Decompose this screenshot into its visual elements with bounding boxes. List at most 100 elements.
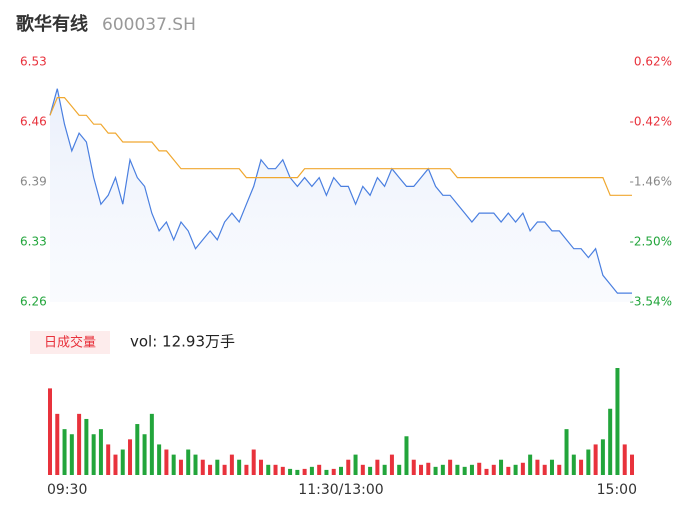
volume-bar bbox=[62, 429, 67, 475]
price-line bbox=[49, 88, 632, 294]
volume-bar bbox=[491, 464, 496, 475]
volume-bar bbox=[586, 449, 591, 475]
average-line bbox=[49, 97, 632, 196]
volume-bar bbox=[440, 464, 445, 475]
volume-bar bbox=[120, 449, 125, 475]
volume-bar bbox=[171, 454, 176, 475]
volume-bar bbox=[128, 439, 133, 475]
volume-bar bbox=[462, 466, 467, 475]
volume-bar bbox=[77, 413, 82, 475]
y-tick-label: 6.46 bbox=[20, 115, 47, 129]
stock-code: 600037.SH bbox=[102, 15, 196, 35]
volume-bar bbox=[295, 469, 300, 475]
volume-bar bbox=[142, 434, 147, 475]
volume-bar bbox=[375, 459, 380, 475]
volume-bar bbox=[571, 454, 576, 475]
volume-bar bbox=[266, 464, 271, 475]
volume-bar bbox=[200, 459, 205, 475]
volume-bar bbox=[477, 462, 482, 475]
volume-bar bbox=[353, 454, 358, 475]
volume-bar bbox=[186, 449, 191, 475]
volume-bar bbox=[91, 434, 96, 475]
volume-bar bbox=[106, 444, 111, 475]
volume-bar bbox=[55, 413, 60, 475]
volume-bar bbox=[237, 459, 242, 475]
y2-tick-label: 0.62% bbox=[634, 55, 672, 69]
volume-bar bbox=[288, 468, 293, 475]
volume-bar bbox=[193, 454, 198, 475]
volume-bar bbox=[324, 469, 329, 475]
volume-bar bbox=[579, 459, 584, 475]
volume-bar bbox=[280, 466, 285, 475]
volume-bar bbox=[244, 464, 249, 475]
y2-tick-label: -1.46% bbox=[630, 175, 672, 189]
volume-bar bbox=[273, 464, 278, 475]
volume-bar bbox=[455, 464, 460, 475]
y-tick-label: 6.53 bbox=[20, 55, 47, 69]
volume-bar bbox=[564, 429, 569, 475]
volume-bar bbox=[404, 436, 409, 475]
volume-bar bbox=[157, 444, 162, 475]
y-tick-label: 6.33 bbox=[20, 235, 47, 249]
volume-bar bbox=[258, 459, 263, 475]
price-area bbox=[50, 88, 632, 302]
y2-tick-label: -0.42% bbox=[630, 115, 672, 129]
volume-bar bbox=[164, 449, 169, 475]
y2-tick-label: -2.50% bbox=[630, 235, 672, 249]
volume-bar bbox=[608, 408, 613, 475]
volume-bar bbox=[302, 468, 307, 475]
volume-bar bbox=[47, 388, 53, 475]
x-tick-label: 09:30 bbox=[47, 482, 87, 498]
volume-bar bbox=[426, 462, 431, 475]
volume-bar bbox=[520, 462, 525, 475]
volume-bar bbox=[251, 449, 256, 475]
volume-bar bbox=[419, 464, 424, 475]
volume-bar bbox=[222, 464, 227, 475]
volume-bar bbox=[629, 454, 635, 475]
volume-bar bbox=[368, 466, 373, 475]
y-tick-label: 6.26 bbox=[20, 295, 47, 309]
volume-bar bbox=[535, 459, 540, 475]
volume-bar bbox=[208, 464, 213, 475]
volume-bar bbox=[622, 444, 627, 475]
volume-button[interactable]: 日成交量 bbox=[44, 335, 96, 351]
volume-bar bbox=[149, 413, 154, 475]
volume-bar bbox=[469, 464, 474, 475]
volume-bar bbox=[338, 466, 344, 475]
volume-bar bbox=[433, 466, 438, 475]
volume-bar bbox=[360, 464, 365, 475]
volume-button-bg[interactable] bbox=[30, 331, 110, 354]
volume-bar bbox=[309, 466, 314, 475]
volume-bar bbox=[178, 459, 183, 475]
volume-bar bbox=[528, 454, 533, 475]
volume-bar bbox=[215, 459, 220, 475]
volume-bar bbox=[135, 424, 140, 475]
volume-bar bbox=[593, 444, 598, 475]
volume-bar bbox=[98, 429, 103, 475]
stock-name: 歌华有线 bbox=[16, 13, 88, 35]
volume-bar bbox=[549, 459, 554, 475]
volume-bar bbox=[389, 454, 394, 475]
volume-bar bbox=[317, 464, 322, 475]
volume-bar bbox=[506, 466, 511, 475]
volume-bar bbox=[113, 454, 118, 475]
volume-bar bbox=[615, 368, 620, 475]
volume-bar bbox=[331, 468, 336, 475]
volume-bar bbox=[513, 464, 518, 475]
y-tick-label: 6.39 bbox=[20, 175, 47, 189]
volume-bar bbox=[448, 459, 453, 475]
volume-bar bbox=[229, 454, 234, 475]
volume-bar bbox=[499, 459, 504, 475]
volume-bar bbox=[346, 459, 351, 475]
x-tick-label: 15:00 bbox=[597, 482, 637, 498]
volume-bar bbox=[600, 439, 605, 475]
volume-bar bbox=[484, 468, 489, 475]
volume-bar bbox=[542, 464, 547, 475]
volume-bar bbox=[84, 418, 89, 475]
x-tick-label: 11:30/13:00 bbox=[298, 482, 383, 498]
volume-bar bbox=[557, 464, 562, 475]
volume-bar bbox=[411, 459, 416, 475]
volume-bar bbox=[382, 464, 387, 475]
y2-tick-label: -3.54% bbox=[630, 295, 672, 309]
